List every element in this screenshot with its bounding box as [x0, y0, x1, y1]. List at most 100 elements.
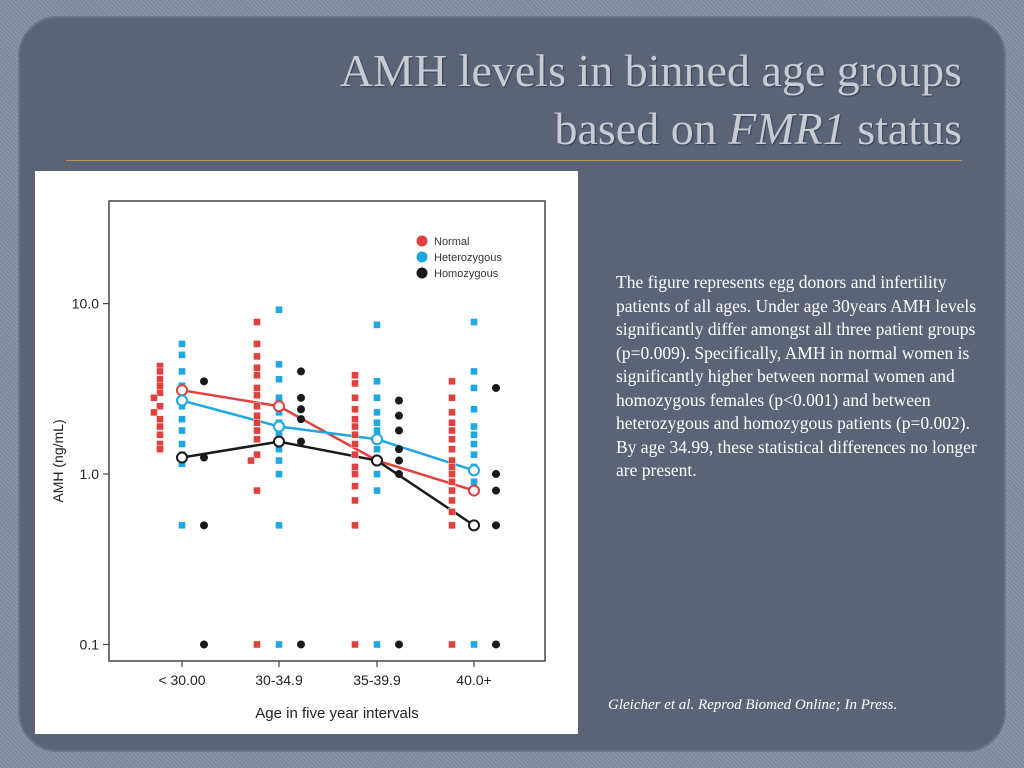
- point-normal-10: [156, 431, 164, 439]
- point-heterozygous-0: [178, 340, 186, 348]
- legend-label-normal: Normal: [434, 236, 469, 248]
- mean-marker-homozygous-3: [468, 519, 480, 532]
- description-text: The figure represents egg donors and inf…: [616, 272, 977, 480]
- point-normal-58: [448, 521, 456, 530]
- point-normal-2: [156, 375, 164, 383]
- y-tick-label-2: 10.0: [72, 296, 99, 312]
- title-line-2-prefix: based on: [554, 103, 729, 154]
- point-normal-18: [253, 384, 261, 392]
- point-normal-35: [351, 431, 359, 439]
- point-heterozygous-41: [470, 431, 478, 439]
- point-homozygous-15: [395, 470, 403, 479]
- point-homozygous-10: [395, 396, 403, 405]
- point-normal-30: [351, 379, 359, 388]
- point-heterozygous-24: [373, 321, 381, 329]
- amh-scatter-chart: 0.1 1.0 10.0 < 30.00 30-34.9 35-39.9 40.0+ Nor…: [50, 200, 546, 722]
- point-heterozygous-39: [470, 405, 478, 413]
- title-divider: [66, 160, 962, 161]
- point-homozygous-2: [200, 521, 208, 530]
- point-normal-36: [351, 440, 359, 448]
- point-heterozygous-28: [373, 419, 381, 427]
- point-homozygous-5: [297, 393, 305, 402]
- point-normal-39: [351, 470, 359, 478]
- mean-line-homozygous: [181, 440, 475, 527]
- citation: Gleicher et al. Reprod Biomed Online; In…: [608, 697, 898, 713]
- point-normal-12: [156, 445, 164, 453]
- point-homozygous-7: [297, 415, 305, 424]
- point-normal-46: [448, 408, 456, 417]
- point-normal-17: [253, 371, 261, 379]
- point-homozygous-6: [297, 405, 305, 414]
- point-normal-54: [448, 478, 456, 486]
- title-line-1: AMH levels in binned age groups: [339, 45, 962, 96]
- point-normal-50: [448, 445, 456, 453]
- point-heterozygous-7: [178, 426, 186, 435]
- point-homozygous-14: [395, 456, 403, 465]
- point-heterozygous-34: [373, 486, 381, 495]
- point-normal-16: [253, 364, 261, 372]
- point-heterozygous-11: [178, 521, 186, 530]
- point-heterozygous-6: [178, 415, 186, 423]
- point-homozygous-8: [297, 437, 305, 446]
- point-homozygous-12: [395, 426, 403, 435]
- point-normal-20: [253, 402, 261, 410]
- point-heterozygous-35: [373, 640, 381, 649]
- point-normal-27: [253, 486, 261, 495]
- y-tick-label-0: 0.1: [80, 636, 100, 652]
- title-line-2-suffix: status: [845, 103, 962, 154]
- point-heterozygous-33: [373, 470, 381, 478]
- y-tick-label-1: 1.0: [80, 466, 100, 482]
- title-line-2-italic: FMR1: [728, 103, 846, 154]
- point-heterozygous-27: [373, 408, 381, 417]
- x-tick-label-3: 40.0+: [456, 672, 491, 688]
- point-homozygous-19: [492, 486, 500, 495]
- mean-marker-heterozygous-2: [371, 433, 383, 446]
- point-homozygous-9: [297, 640, 305, 649]
- chart-figure: 0.1 1.0 10.0 < 30.00 30-34.9 35-39.9 40.0+ Nor…: [35, 171, 578, 734]
- legend-marker-heterozygous: [416, 251, 428, 263]
- mean-marker-heterozygous-0: [176, 394, 188, 407]
- point-normal-53: [448, 470, 456, 478]
- point-normal-32: [351, 405, 359, 413]
- point-normal-56: [448, 496, 456, 505]
- point-heterozygous-29: [373, 426, 381, 435]
- point-heterozygous-36: [470, 318, 478, 326]
- point-normal-40: [351, 482, 359, 490]
- point-normal-33: [351, 415, 359, 423]
- point-normal-6: [156, 402, 164, 410]
- point-homozygous-1: [200, 453, 208, 462]
- point-homozygous-0: [200, 377, 208, 386]
- point-normal-42: [351, 521, 359, 530]
- point-normal-47: [448, 419, 456, 427]
- point-heterozygous-40: [470, 422, 478, 431]
- point-heterozygous-13: [275, 360, 283, 369]
- plot-frame: [108, 200, 546, 662]
- mean-marker-homozygous-1: [273, 435, 285, 448]
- point-heterozygous-12: [275, 306, 283, 314]
- point-heterozygous-37: [470, 367, 478, 376]
- point-normal-4: [156, 389, 164, 397]
- point-normal-26: [247, 456, 255, 465]
- mean-marker-heterozygous-1: [273, 420, 285, 433]
- point-normal-41: [351, 496, 359, 505]
- point-heterozygous-23: [275, 640, 283, 649]
- point-normal-49: [448, 435, 456, 443]
- point-heterozygous-38: [470, 384, 478, 392]
- point-heterozygous-42: [470, 440, 478, 448]
- point-homozygous-17: [492, 383, 500, 392]
- point-normal-34: [351, 422, 359, 431]
- point-normal-38: [351, 463, 359, 471]
- legend-label-homozygous: Homozygous: [434, 268, 499, 280]
- point-normal-7: [150, 408, 158, 417]
- point-heterozygous-2: [178, 367, 186, 376]
- point-normal-28: [253, 640, 261, 649]
- point-normal-9: [156, 422, 164, 431]
- point-normal-51: [448, 456, 456, 465]
- point-normal-44: [448, 377, 456, 386]
- point-normal-19: [253, 391, 261, 399]
- point-normal-3: [156, 381, 164, 390]
- point-heterozygous-8: [178, 440, 186, 448]
- point-homozygous-4: [297, 367, 305, 376]
- point-normal-48: [448, 426, 456, 435]
- x-tick-label-0: < 30.00: [158, 672, 205, 688]
